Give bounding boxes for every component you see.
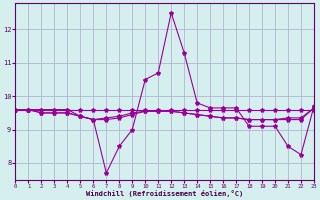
X-axis label: Windchill (Refroidissement éolien,°C): Windchill (Refroidissement éolien,°C) xyxy=(86,190,243,197)
